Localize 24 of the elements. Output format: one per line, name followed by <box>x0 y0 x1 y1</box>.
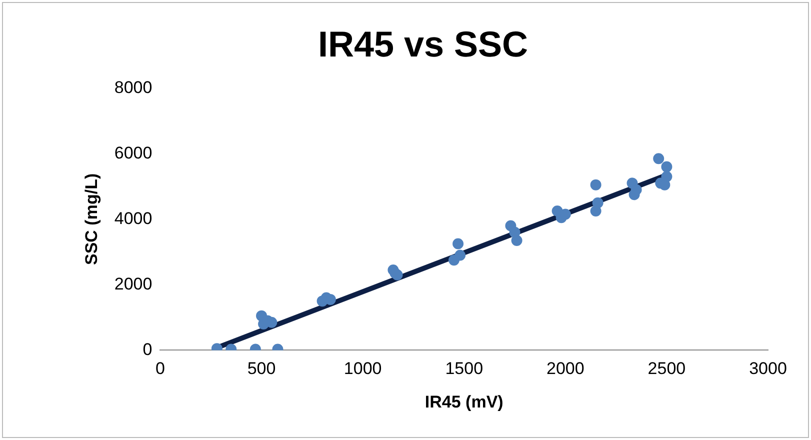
point <box>590 179 602 190</box>
chart-title: IR45 vs SSC <box>318 24 528 65</box>
y-tick-label: 0 <box>142 340 152 359</box>
y-tick-label: 8000 <box>114 78 152 97</box>
y-tick-label: 2000 <box>114 274 152 294</box>
x-tick-label: 1000 <box>344 359 382 378</box>
y-axis-title: SSC (mg/L) <box>82 173 101 266</box>
y-tick-label: 6000 <box>114 143 152 162</box>
x-tick-label: 0 <box>155 359 165 378</box>
point <box>509 226 520 238</box>
point <box>661 161 672 172</box>
point <box>452 238 464 250</box>
point <box>592 197 604 208</box>
x-tick-label: 3000 <box>749 359 787 378</box>
point <box>454 250 466 261</box>
x-tick-label: 2000 <box>546 359 584 378</box>
y-tick-label: 4000 <box>114 208 152 228</box>
point <box>661 171 672 182</box>
x-tick-label: 1500 <box>445 359 484 378</box>
x-tick-label: 500 <box>247 359 276 378</box>
point <box>630 184 642 196</box>
x-axis-title: IR45 (mV) <box>424 392 504 412</box>
point <box>653 153 664 164</box>
x-tick-label: 2500 <box>648 359 686 378</box>
